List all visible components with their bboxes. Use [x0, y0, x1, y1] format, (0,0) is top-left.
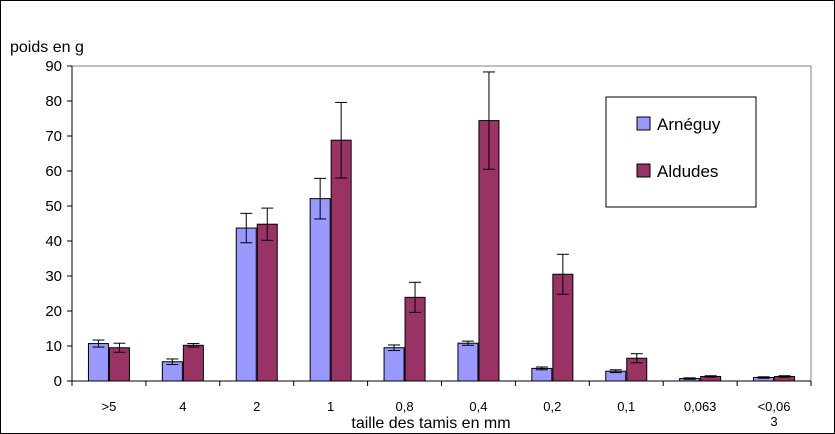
category-labels: >5 4 2 1 0,8 0,4 0,2 0,1 0,063 <0,06 3: [102, 399, 791, 429]
error-bars: [92, 71, 791, 380]
bar-arneguy: [383, 347, 405, 382]
x-tick-label: <0,06 3: [758, 399, 791, 429]
bars: [87, 120, 796, 382]
legend: Arnéguy Aldudes: [605, 96, 757, 208]
y-axis-title: poids en g: [10, 39, 84, 56]
bar-arneguy: [457, 342, 479, 382]
y-axis: 0 10 20 30 40 50 60 70 80 90: [45, 58, 73, 390]
y-tick-label: 10: [45, 338, 62, 355]
y-tick-label: 60: [45, 163, 62, 180]
x-tick-label: 0,063: [684, 399, 717, 414]
y-tick-label: 20: [45, 303, 62, 320]
bar-arneguy: [87, 343, 109, 382]
y-tick-label: 80: [45, 93, 62, 110]
x-tick-label: 0,8: [396, 399, 414, 414]
y-tick-label: 90: [45, 58, 62, 75]
x-tick-label: 0,2: [543, 399, 561, 414]
legend-swatch-aldudes: [636, 163, 651, 178]
legend-label-arneguy: Arnéguy: [657, 115, 721, 134]
y-tick-label: 30: [45, 268, 62, 285]
bar-arneguy: [309, 198, 331, 382]
x-tick-label: >5: [102, 399, 117, 414]
bar-arneguy: [235, 227, 257, 382]
bar-aldudes: [182, 344, 204, 382]
bar-aldudes: [256, 223, 278, 382]
x-axis-title: taille des tamis en mm: [351, 415, 510, 432]
y-tick-label: 50: [45, 198, 62, 215]
y-tick-label: 0: [54, 373, 62, 390]
x-tick-label: 1: [327, 399, 334, 414]
x-tick-label: 2: [253, 399, 260, 414]
x-tick-label: 0,1: [617, 399, 635, 414]
y-tick-label: 40: [45, 233, 62, 250]
x-tick-label: 4: [179, 399, 186, 414]
legend-label-aldudes: Aldudes: [657, 162, 718, 181]
x-tick-label: 0,4: [469, 399, 487, 414]
y-tick-label: 70: [45, 128, 62, 145]
legend-box: [605, 96, 757, 208]
legend-swatch-arneguy: [636, 116, 651, 131]
